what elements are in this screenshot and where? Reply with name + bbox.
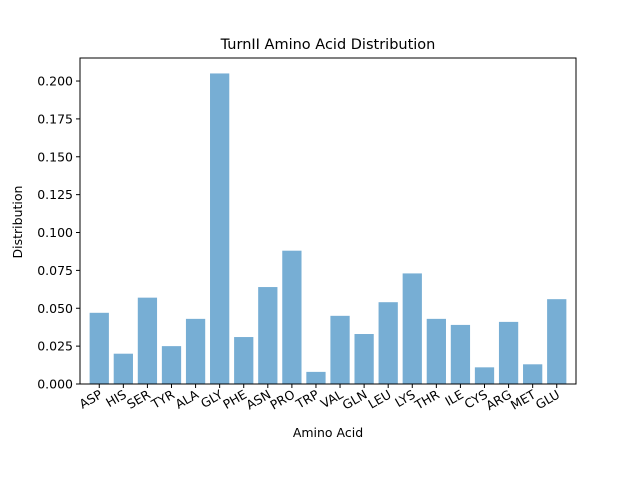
bar-asp <box>89 312 109 384</box>
bar-val <box>330 315 350 384</box>
bar-trp <box>306 371 326 384</box>
y-axis: 0.000 0.025 0.050 0.075 0.100 0.125 0.150 0.175… <box>37 74 80 392</box>
y-tick-label: 0.075 <box>37 263 73 278</box>
x-tick-label: THR <box>411 386 442 413</box>
bar-met <box>523 364 543 384</box>
y-tick-label: 0.125 <box>37 187 73 202</box>
bar-gln <box>354 334 374 384</box>
y-axis-label: Distribution <box>10 186 25 259</box>
bars-group <box>89 73 567 385</box>
chart-title: TurnII Amino Acid Distribution <box>220 37 436 53</box>
bar-asn <box>258 287 278 384</box>
bar-thr <box>426 318 446 384</box>
x-tick-label: ALA <box>172 386 201 411</box>
bar-leu <box>378 302 398 384</box>
y-tick-label: 0.050 <box>37 301 73 316</box>
bar-lys <box>402 273 422 384</box>
bar-arg <box>498 321 519 384</box>
x-axis: ASPHISSERTYRALAGLYPHEASNPROTRPVALGLNLEUL… <box>76 384 562 413</box>
bar-ile <box>450 324 471 384</box>
bar-glu <box>547 299 567 384</box>
x-axis-label: Amino Acid <box>293 425 363 440</box>
bar-phe <box>234 337 254 384</box>
bar-pro <box>282 250 302 384</box>
x-tick-label: GLU <box>533 387 562 413</box>
plot-frame <box>79 57 577 385</box>
y-tick-label: 0.175 <box>37 111 73 126</box>
bar-gly <box>210 73 230 385</box>
bar-his <box>113 353 133 384</box>
x-tick-label: ASP <box>76 386 105 411</box>
y-tick-label: 0.200 <box>37 74 73 89</box>
bar-tyr <box>161 346 182 384</box>
y-tick-label: 0.025 <box>37 339 73 354</box>
x-tick-label: LEU <box>365 387 393 412</box>
y-tick-label: 0.150 <box>37 149 73 164</box>
y-tick-label: 0.000 <box>37 377 73 392</box>
bar-ser <box>137 297 158 384</box>
bar-cys <box>474 367 495 384</box>
y-tick-label: 0.100 <box>37 225 73 240</box>
bar-ala <box>185 318 206 384</box>
